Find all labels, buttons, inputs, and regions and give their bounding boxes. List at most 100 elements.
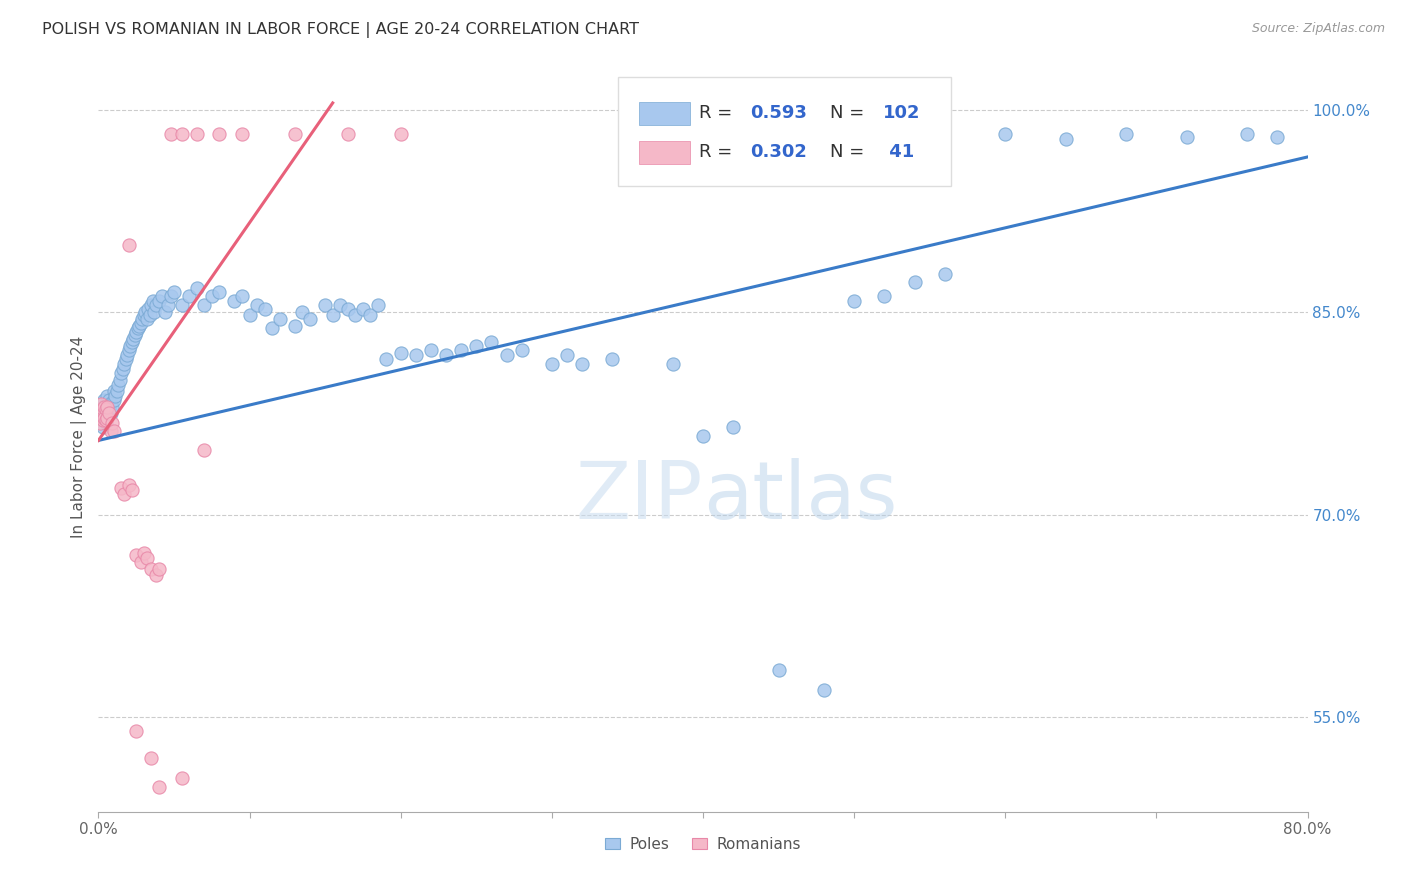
Point <box>994 127 1017 141</box>
Point <box>118 237 141 252</box>
Point <box>170 771 193 785</box>
Point <box>94 413 117 427</box>
Point <box>125 723 148 738</box>
Point <box>108 373 131 387</box>
Point <box>723 420 745 434</box>
Point <box>93 413 115 427</box>
Point <box>90 410 112 425</box>
Point <box>299 312 322 326</box>
Point <box>1115 127 1137 141</box>
Point <box>129 316 152 330</box>
Point <box>465 339 488 353</box>
Point <box>145 298 167 312</box>
Point <box>160 289 183 303</box>
Point <box>201 289 224 303</box>
Point <box>186 281 208 295</box>
Point <box>239 308 262 322</box>
Point <box>1054 132 1077 146</box>
Point <box>135 550 157 565</box>
Point <box>125 548 148 562</box>
Point <box>141 298 163 312</box>
Point <box>91 420 114 434</box>
Point <box>934 268 956 282</box>
Point <box>1236 127 1258 141</box>
Point <box>148 562 170 576</box>
Point <box>170 298 193 312</box>
Point <box>208 285 231 299</box>
Point <box>91 407 114 421</box>
Point <box>96 410 118 425</box>
Text: Source: ZipAtlas.com: Source: ZipAtlas.com <box>1251 22 1385 36</box>
Point <box>344 308 367 322</box>
Point <box>128 318 150 333</box>
Point <box>224 294 246 309</box>
Point <box>367 298 389 312</box>
Text: 0.302: 0.302 <box>751 143 807 161</box>
Point <box>322 308 344 322</box>
Point <box>186 127 208 141</box>
Point <box>110 481 132 495</box>
Point <box>107 378 129 392</box>
Point <box>571 357 593 371</box>
Point <box>121 483 143 498</box>
Point <box>246 298 269 312</box>
Point <box>96 400 118 414</box>
Point <box>661 357 683 371</box>
Point <box>139 308 162 322</box>
Point <box>90 407 112 421</box>
Point <box>269 312 291 326</box>
Point <box>450 343 472 357</box>
Point <box>103 384 125 398</box>
Point <box>104 389 127 403</box>
Text: R =: R = <box>699 103 738 121</box>
Point <box>253 302 276 317</box>
Y-axis label: In Labor Force | Age 20-24: In Labor Force | Age 20-24 <box>72 336 87 538</box>
Point <box>602 352 624 367</box>
Point <box>94 402 117 417</box>
Point <box>156 298 179 312</box>
Point <box>121 334 143 349</box>
Point <box>122 332 145 346</box>
Point <box>389 127 412 141</box>
Point <box>93 410 115 425</box>
Point <box>120 339 142 353</box>
Point <box>96 400 118 414</box>
Point <box>284 318 307 333</box>
Point <box>93 402 115 417</box>
Point <box>98 407 121 421</box>
Point <box>129 555 152 569</box>
Point <box>284 127 307 141</box>
Point <box>125 326 148 340</box>
Point <box>98 402 121 417</box>
Point <box>481 334 503 349</box>
Point <box>314 298 336 312</box>
Point <box>142 294 165 309</box>
Point <box>94 407 117 421</box>
Text: N =: N = <box>830 143 870 161</box>
Point <box>873 289 896 303</box>
Text: atlas: atlas <box>703 458 897 536</box>
FancyBboxPatch shape <box>638 141 690 163</box>
Point <box>153 305 176 319</box>
Point <box>112 487 135 501</box>
Text: N =: N = <box>830 103 870 121</box>
Point <box>813 683 835 698</box>
Point <box>118 478 141 492</box>
Point <box>111 362 134 376</box>
Point <box>193 298 215 312</box>
Point <box>101 400 124 414</box>
Text: 0.593: 0.593 <box>751 103 807 121</box>
Point <box>90 397 112 411</box>
Point <box>844 294 866 309</box>
Point <box>904 276 927 290</box>
Legend: Poles, Romanians: Poles, Romanians <box>599 830 807 858</box>
Point <box>132 308 155 322</box>
Point <box>692 429 714 443</box>
Point <box>540 357 562 371</box>
Point <box>160 127 183 141</box>
Point <box>96 410 118 425</box>
Point <box>143 305 166 319</box>
Point <box>360 308 382 322</box>
Point <box>136 302 159 317</box>
Point <box>179 289 201 303</box>
